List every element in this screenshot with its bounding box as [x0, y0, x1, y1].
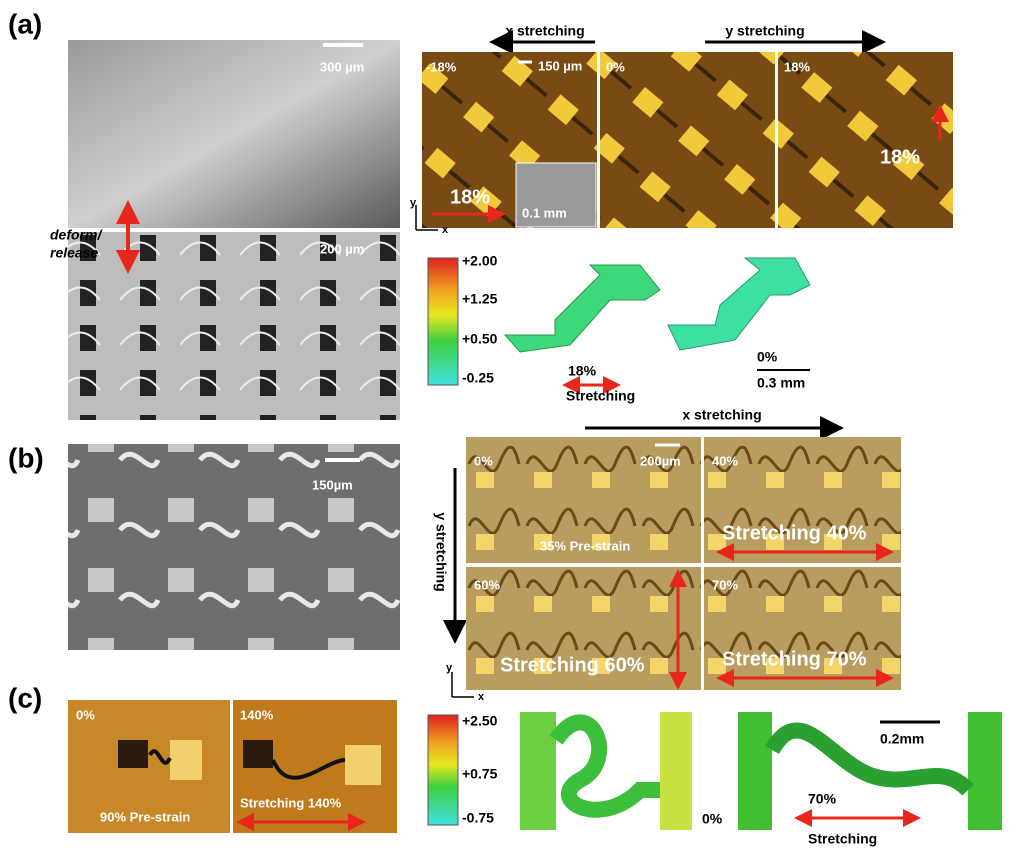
arrow-label: y stretching [725, 23, 804, 39]
panel-label: (b) [8, 442, 44, 473]
fem-label: 0% [702, 811, 723, 827]
fem-label: 18% [568, 363, 597, 379]
fem-shape [549, 714, 660, 818]
axis-label: x [478, 691, 485, 703]
scale-label: 200 µm [320, 241, 364, 256]
micrograph [68, 700, 230, 833]
colorbar-label: +2.00 [462, 253, 498, 269]
axis-label: x [442, 224, 449, 236]
caption: Stretching 40% [722, 522, 867, 544]
strain-label: 70% [712, 577, 738, 592]
fem-shape [667, 257, 811, 351]
strain-label: 40% [712, 453, 738, 468]
fem-shape [520, 712, 556, 830]
axis-label: y [410, 197, 417, 209]
caption: Stretching 70% [722, 648, 867, 670]
micrograph [600, 52, 775, 228]
panel-label: (a) [8, 8, 42, 39]
caption: 35% Pre-strain [540, 538, 630, 553]
fem-label: 0% [757, 349, 778, 365]
micrograph [466, 567, 701, 690]
sem-image [68, 444, 400, 650]
colorbar-label: +0.75 [462, 766, 498, 782]
arrow-label: x stretching [505, 23, 584, 39]
colorbar-label: +2.50 [462, 713, 498, 729]
fem-shape [503, 264, 661, 353]
colorbar-label: -0.75 [462, 810, 494, 826]
scale-label: 150 µm [538, 58, 582, 73]
pad [118, 740, 148, 768]
scale-label: 300 µm [320, 59, 364, 74]
strain-label: 0% [76, 707, 95, 722]
arrow-label: y stretching [433, 512, 449, 591]
strain-label: 18% [450, 186, 490, 208]
colorbar-label: +1.25 [462, 291, 498, 307]
scale-label: 0.1 mm [522, 205, 567, 220]
fem-label: 0.3 mm [757, 375, 805, 391]
fem-label: Stretching [808, 831, 877, 847]
scale-label: 200µm [640, 453, 681, 468]
panel-label: (c) [8, 682, 42, 713]
sem-image [68, 40, 400, 228]
fem-label: 0.2mm [880, 731, 924, 747]
strain-label: 18% [784, 59, 810, 74]
axis-label: y [446, 662, 453, 674]
strain-label: -18% [426, 59, 457, 74]
strain-label: 140% [240, 707, 274, 722]
micrograph [778, 52, 953, 228]
strain-label: 0% [474, 453, 493, 468]
colorbar [427, 714, 459, 826]
arrow-label: x stretching [682, 407, 761, 423]
fem-shape [660, 712, 692, 830]
fem-shape [968, 712, 1002, 830]
pad [243, 740, 273, 768]
micrograph [466, 437, 701, 563]
strain-label: 60% [474, 577, 500, 592]
scale-label: 150µm [312, 477, 353, 492]
interconnect [148, 749, 172, 765]
strain-label: 0% [606, 59, 625, 74]
annotation: release [50, 245, 98, 261]
interconnect [271, 758, 346, 780]
sem-image [68, 232, 400, 420]
annotation: deform/ [50, 227, 103, 243]
fem-shape [738, 712, 772, 830]
fem-label: Stretching [566, 388, 635, 404]
colorbar [427, 257, 459, 386]
colorbar-label: +0.50 [462, 331, 498, 347]
strain-label: 18% [880, 146, 920, 168]
pad [345, 745, 381, 785]
caption: Stretching 60% [500, 654, 645, 676]
inset [515, 162, 597, 228]
micrograph [704, 437, 901, 563]
fem-shape [765, 722, 974, 796]
caption: 90% Pre-strain [100, 809, 190, 824]
pad [170, 740, 202, 780]
caption: Stretching 140% [240, 795, 342, 810]
fem-label: 70% [808, 791, 837, 807]
colorbar-label: -0.25 [462, 370, 494, 386]
